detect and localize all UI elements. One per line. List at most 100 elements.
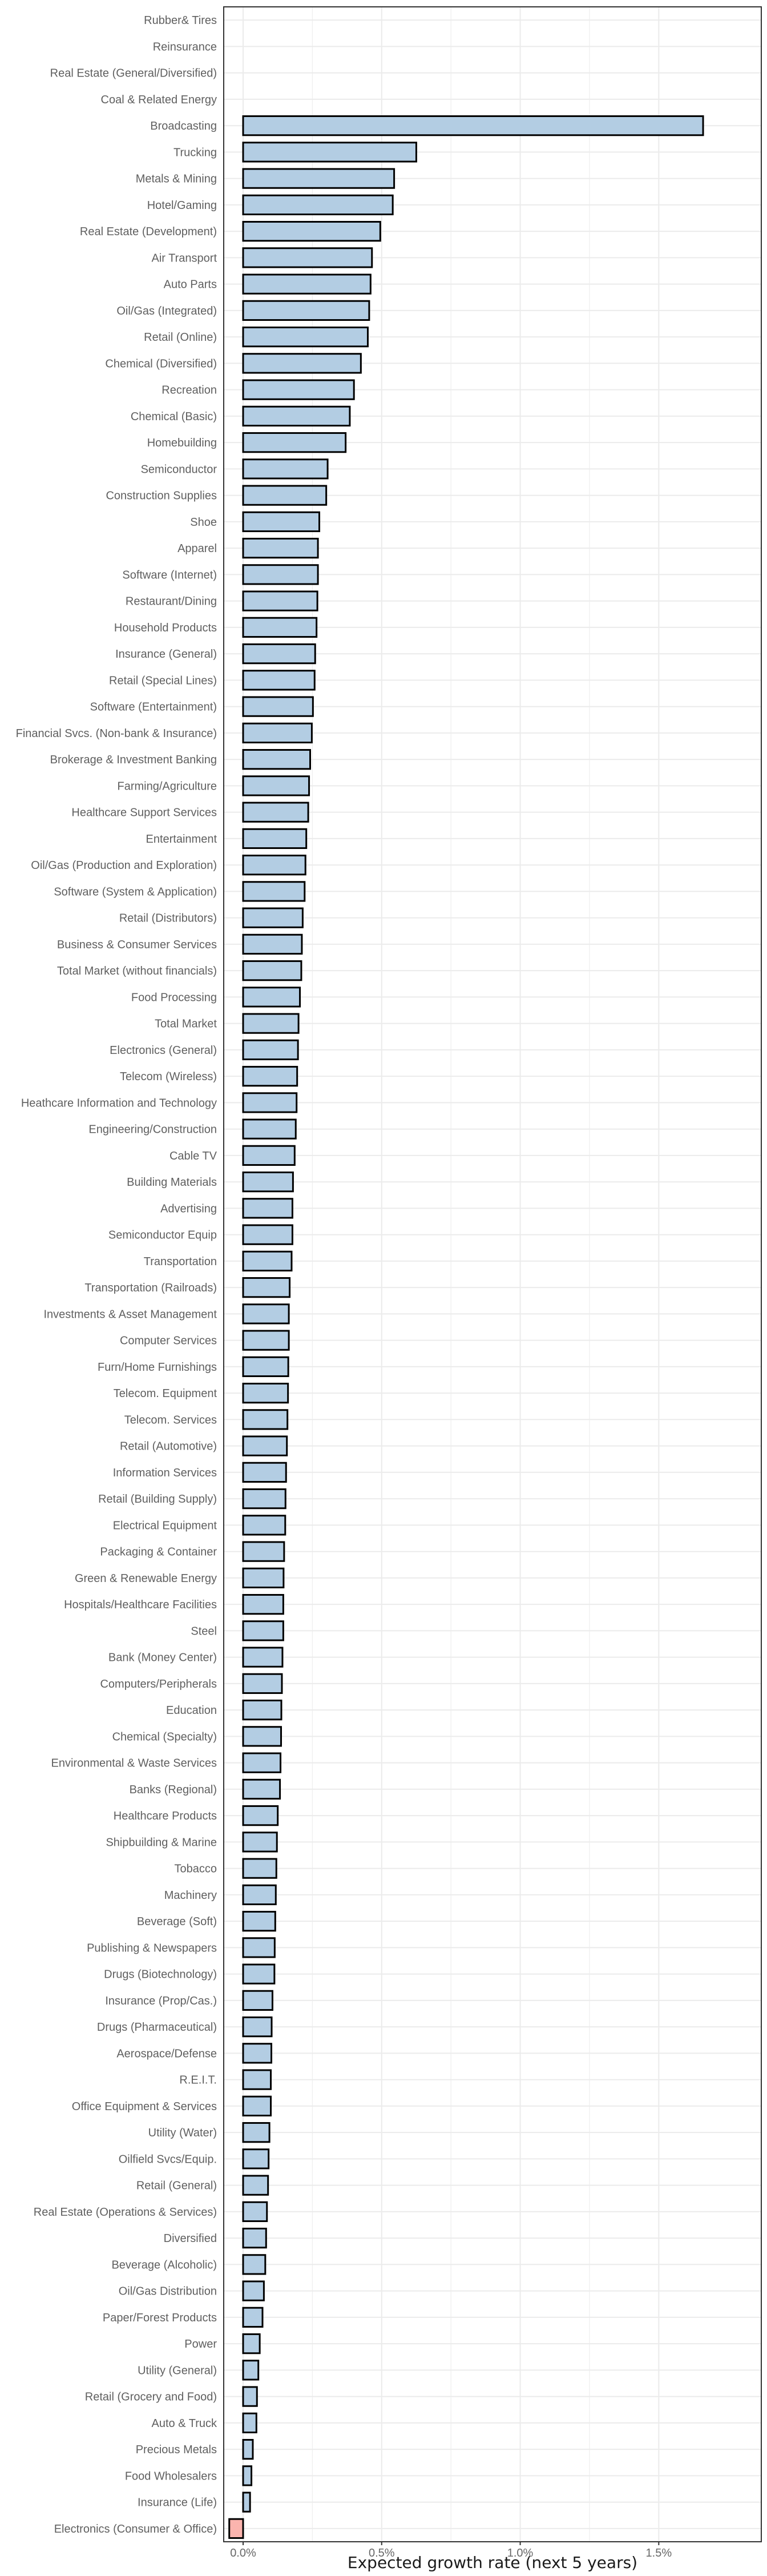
category-label: Computer Services: [120, 1335, 217, 1347]
category-label: Real Estate (General/Diversified): [50, 67, 217, 80]
category-label: Retail (Building Supply): [98, 1493, 217, 1506]
bar: [242, 828, 308, 850]
category-label: Brokerage & Investment Banking: [50, 754, 217, 766]
category-label: Machinery: [164, 1889, 217, 1902]
category-label: Real Estate (Operations & Services): [34, 2206, 217, 2219]
bar: [242, 2069, 272, 2090]
category-label: Retail (Online): [144, 331, 217, 344]
bar: [242, 564, 319, 585]
category-label: Utility (General): [138, 2364, 217, 2377]
bar: [242, 405, 351, 427]
category-label: Publishing & Newspapers: [87, 1942, 217, 1954]
bar: [242, 670, 316, 691]
bar: [242, 722, 313, 744]
bar: [242, 1039, 299, 1061]
bar: [242, 2333, 261, 2354]
bar: [242, 802, 309, 823]
category-label: Tobacco: [175, 1863, 217, 1875]
bar: [242, 1330, 290, 1351]
category-label: Engineering/Construction: [88, 1124, 217, 1136]
category-label: Entertainment: [146, 833, 217, 846]
bar: [242, 1013, 300, 1034]
category-label: Education: [166, 1704, 217, 1717]
bar: [242, 1250, 293, 1272]
category-label: Auto Parts: [164, 279, 217, 291]
category-label: Bank (Money Center): [108, 1652, 217, 1664]
bar: [242, 987, 301, 1008]
category-label: Utility (Water): [148, 2127, 217, 2139]
bar: [242, 353, 362, 374]
x-tick-label: 0.5%: [369, 2547, 395, 2559]
category-label: Telecom. Services: [124, 1414, 217, 1426]
category-label: Insurance (Life): [138, 2497, 217, 2509]
category-label: Paper/Forest Products: [103, 2312, 217, 2324]
bar: [242, 2307, 264, 2328]
category-label: Furn/Home Furnishings: [98, 1361, 217, 1374]
bar: [242, 1567, 285, 1589]
category-label: Software (System & Application): [54, 886, 217, 898]
category-label: Auto & Truck: [152, 2417, 217, 2430]
bar: [242, 1858, 277, 1879]
bar: [242, 2095, 272, 2117]
bar: [242, 1593, 284, 1615]
bar: [242, 2360, 260, 2381]
category-label: Retail (Distributors): [119, 912, 217, 925]
category-label: Shoe: [190, 516, 217, 529]
bar: [242, 432, 347, 453]
bar: [242, 748, 311, 770]
category-label: Software (Internet): [122, 569, 217, 581]
bar: [242, 2122, 271, 2143]
category-label: Household Products: [114, 622, 217, 634]
category-label: Recreation: [162, 384, 217, 397]
bar: [242, 379, 355, 400]
bar: [242, 247, 373, 268]
bar: [242, 617, 318, 638]
x-axis-ticks: 0.0% 0.5% 1.0% 1.5%: [230, 2542, 672, 2559]
bar: [242, 537, 319, 559]
category-label: Electronics (Consumer & Office): [54, 2523, 217, 2535]
category-label: Retail (Automotive): [120, 1440, 217, 1453]
category-label: Steel: [191, 1625, 217, 1637]
bar: [242, 933, 303, 955]
bar: [242, 2465, 253, 2486]
bar: [242, 1805, 279, 1826]
bar: [242, 326, 369, 348]
x-tick-label: 0.0%: [230, 2547, 256, 2559]
category-label: Electrical Equipment: [113, 1519, 217, 1532]
bar: [242, 2386, 258, 2407]
category-label: Trucking: [173, 146, 217, 159]
category-label: Retail (Grocery and Food): [85, 2391, 217, 2404]
bar: [242, 1303, 290, 1325]
category-label: Hotel/Gaming: [147, 199, 217, 212]
category-label: Packaging & Container: [100, 1546, 217, 1559]
panel-border: [223, 6, 762, 2542]
category-labels: Rubber& Tires Reinsurance Real Estate (Gen…: [16, 14, 217, 2535]
bar: [242, 1409, 289, 1430]
category-label: Reinsurance: [153, 41, 217, 53]
bar: [242, 273, 372, 295]
category-label: Investments & Asset Management: [44, 1308, 217, 1321]
category-label: Transportation (Railroads): [84, 1282, 217, 1294]
bar: [242, 300, 370, 321]
category-label: Total Market: [155, 1018, 217, 1031]
bar: [242, 1171, 294, 1193]
bar: [242, 485, 328, 506]
bars: [228, 115, 704, 2539]
bar: [242, 1963, 276, 1985]
bar: [242, 2201, 268, 2223]
bar: [242, 142, 417, 163]
bar: [242, 194, 394, 216]
bar: [242, 1884, 277, 1906]
bar: [242, 1541, 285, 1562]
bar: [242, 907, 304, 928]
bar: [242, 2148, 270, 2170]
category-label: Restaurant/Dining: [126, 595, 217, 608]
bar: [242, 1990, 273, 2011]
bar: [242, 696, 314, 717]
bar: [242, 2175, 269, 2196]
category-label: Information Services: [113, 1467, 217, 1479]
category-label: Shipbuilding & Marine: [106, 1836, 217, 1849]
bar: [242, 458, 329, 480]
category-label: Beverage (Soft): [137, 1915, 217, 1928]
